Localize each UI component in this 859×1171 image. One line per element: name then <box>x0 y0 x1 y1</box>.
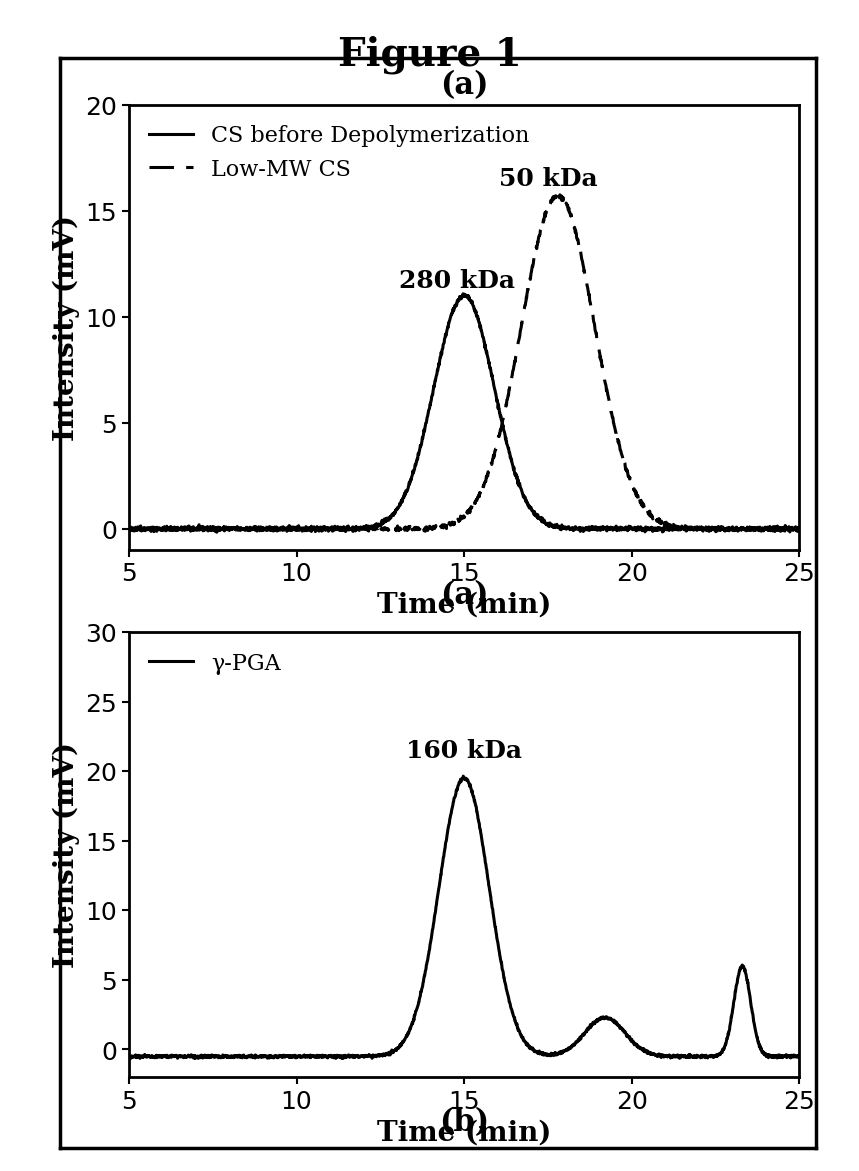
Y-axis label: Intensity (mV): Intensity (mV) <box>52 215 80 440</box>
Text: 280 kDa: 280 kDa <box>399 268 515 293</box>
Text: 50 kDa: 50 kDa <box>498 167 597 191</box>
Text: (a): (a) <box>440 580 488 610</box>
Text: (b): (b) <box>439 1107 489 1137</box>
Text: Figure 1: Figure 1 <box>338 35 521 74</box>
Title: (a): (a) <box>440 70 488 101</box>
Y-axis label: Intensity (mV): Intensity (mV) <box>52 742 80 967</box>
X-axis label: Time (min): Time (min) <box>377 1118 551 1145</box>
X-axis label: Time (min): Time (min) <box>377 591 551 618</box>
Legend: CS before Depolymerization, Low-MW CS: CS before Depolymerization, Low-MW CS <box>140 116 538 190</box>
Legend: γ-PGA: γ-PGA <box>140 643 289 683</box>
Text: 160 kDa: 160 kDa <box>406 739 521 762</box>
